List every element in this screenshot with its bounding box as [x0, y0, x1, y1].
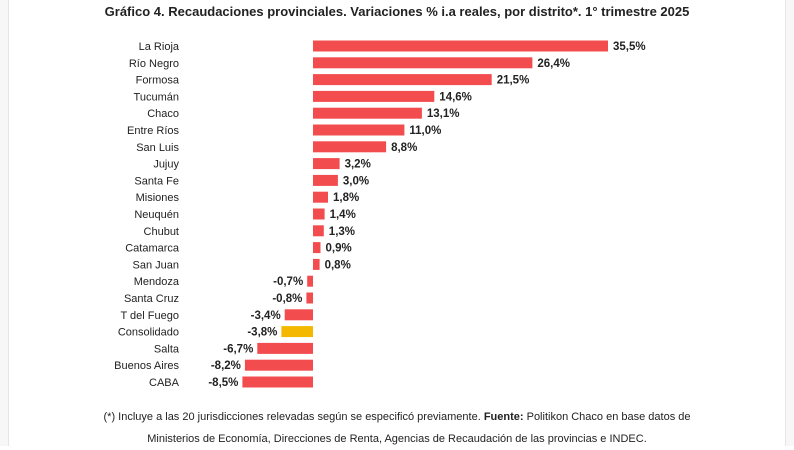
bar-buenos-aires	[244, 359, 313, 371]
footnote-text: (*) Incluye a las 20 jurisdicciones rele…	[103, 411, 484, 423]
bar-misiones	[313, 191, 328, 203]
value-label-rio-negro: 26,4%	[537, 58, 570, 70]
category-label-buenos-aires: Buenos Aires	[114, 360, 179, 372]
value-label-entre-rios: 11,0%	[409, 125, 441, 137]
value-label-consolidado: -3,8%	[247, 327, 277, 339]
category-label-caba: CABA	[149, 377, 180, 389]
bar-rio-negro	[313, 57, 533, 69]
source-text: Politikon Chaco en base datos de	[523, 411, 691, 423]
value-label-caba: -8,5%	[208, 377, 238, 389]
category-label-mendoza: Mendoza	[134, 276, 180, 288]
category-label-la-rioja: La Rioja	[139, 41, 180, 53]
bar-la-rioja	[313, 40, 608, 52]
window-edge-right	[785, 0, 794, 446]
category-label-jujuy: Jujuy	[153, 159, 179, 171]
value-label-formosa: 21,5%	[497, 75, 530, 87]
value-label-san-luis: 8,8%	[391, 142, 417, 154]
value-label-catamarca: 0,9%	[326, 243, 352, 255]
category-label-entre-rios: Entre Ríos	[127, 125, 179, 137]
value-label-chaco: 13,1%	[427, 108, 460, 120]
value-label-neuquen: 1,4%	[330, 209, 356, 221]
category-label-consolidado: Consolidado	[118, 327, 179, 339]
footnote-line-2: Ministerios de Economía, Direcciones de …	[147, 433, 647, 445]
bar-mendoza	[307, 275, 313, 287]
value-label-misiones: 1,8%	[333, 192, 359, 204]
category-label-neuquen: Neuquén	[134, 209, 179, 221]
category-label-rio-negro: Río Negro	[129, 58, 179, 70]
bar-santa-cruz	[306, 292, 313, 304]
footnote-line-1: (*) Incluye a las 20 jurisdicciones rele…	[0, 406, 794, 428]
bar-neuquen	[313, 208, 325, 220]
bar-entre-rios	[313, 124, 405, 136]
category-label-formosa: Formosa	[136, 75, 180, 87]
category-label-santa-fe: Santa Fe	[134, 175, 179, 187]
window-edge-left	[0, 0, 9, 446]
category-label-misiones: Misiones	[136, 192, 180, 204]
category-label-catamarca: Catamarca	[125, 243, 180, 255]
bar-salta	[257, 342, 313, 354]
bar-jujuy	[313, 158, 340, 170]
value-label-t-del-fuego: -3,4%	[251, 310, 281, 322]
category-label-san-juan: San Juan	[133, 259, 179, 271]
value-label-chubut: 1,3%	[329, 226, 355, 238]
bar-santa-fe	[313, 174, 338, 186]
bar-t-del-fuego	[284, 309, 313, 321]
value-label-tucuman: 14,6%	[439, 91, 472, 103]
bar-tucuman	[313, 90, 435, 102]
value-label-santa-cruz: -0,8%	[272, 293, 302, 305]
source-label: Fuente:	[483, 411, 524, 423]
category-label-chaco: Chaco	[147, 108, 179, 120]
bar-san-luis	[313, 141, 387, 153]
value-label-la-rioja: 35,5%	[613, 41, 646, 53]
value-label-santa-fe: 3,0%	[343, 175, 369, 187]
bar-caba	[242, 376, 313, 388]
category-label-tucuman: Tucumán	[134, 91, 179, 103]
category-label-chubut: Chubut	[144, 226, 179, 238]
category-label-t-del-fuego: T del Fuego	[120, 310, 179, 322]
bar-consolidado	[281, 326, 313, 338]
bar-formosa	[313, 74, 492, 86]
category-label-santa-cruz: Santa Cruz	[124, 293, 179, 305]
value-label-mendoza: -0,7%	[273, 276, 303, 288]
bar-chubut	[313, 225, 324, 237]
value-label-salta: -6,7%	[223, 343, 253, 355]
bar-san-juan	[313, 258, 320, 270]
bar-chaco	[313, 107, 422, 119]
category-label-salta: Salta	[154, 343, 180, 355]
bar-catamarca	[313, 242, 321, 254]
chart-title: Gráfico 4. Recaudaciones provinciales. V…	[104, 4, 690, 19]
value-label-buenos-aires: -8,2%	[211, 360, 241, 372]
value-label-san-juan: 0,8%	[325, 259, 351, 271]
category-label-san-luis: San Luis	[136, 142, 179, 154]
value-label-jujuy: 3,2%	[345, 159, 371, 171]
